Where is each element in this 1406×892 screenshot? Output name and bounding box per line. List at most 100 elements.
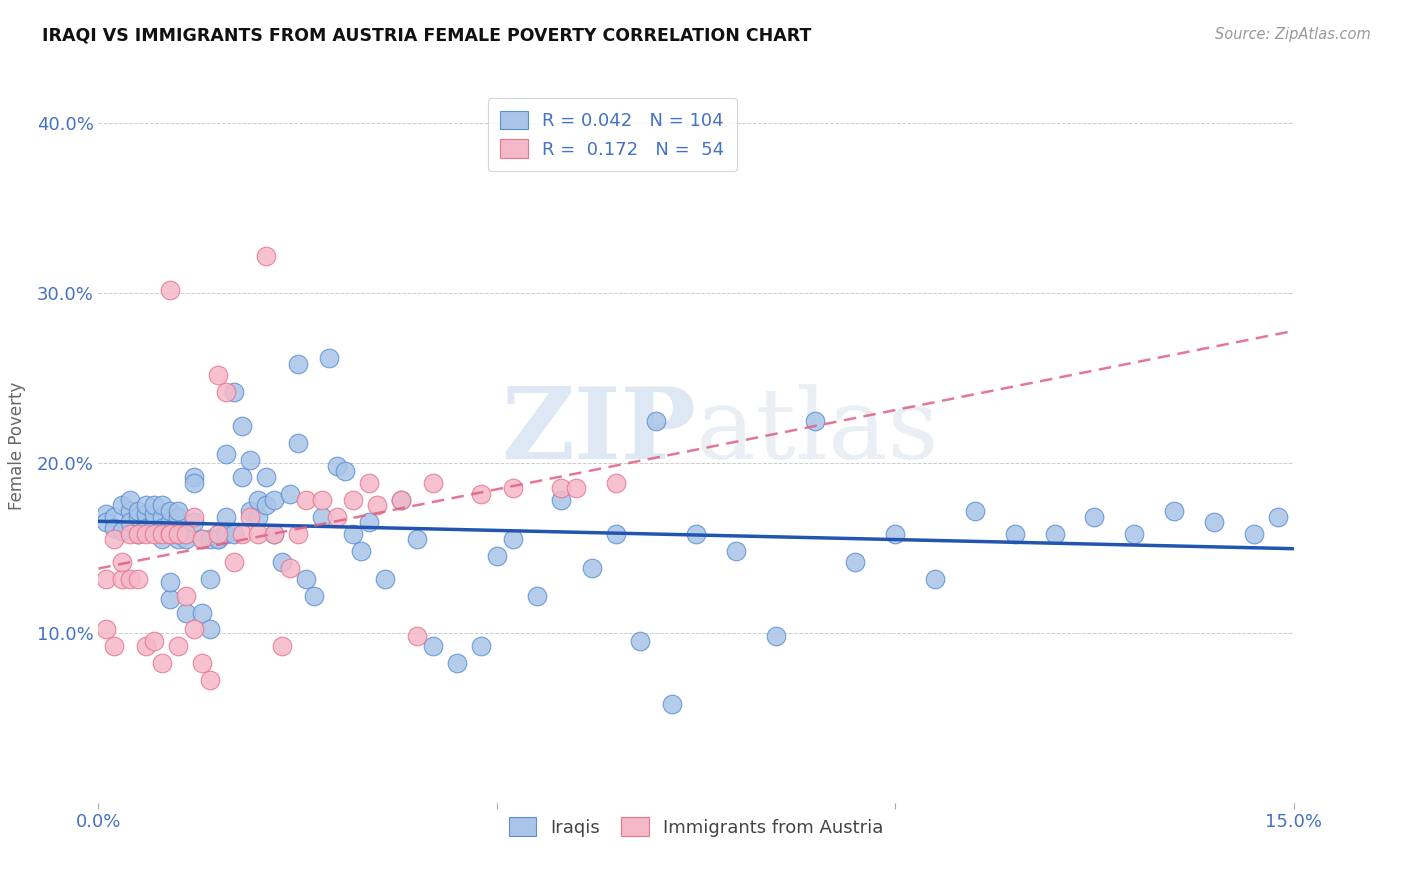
Point (246, 527, 269, 541)
Point (765, 629, 787, 643)
Point (278, 486, 301, 500)
Point (174, 533, 197, 547)
Point (215, 384, 238, 399)
Point (502, 533, 524, 547)
Point (183, 469, 205, 483)
Point (645, 413, 668, 427)
Point (685, 527, 707, 541)
Point (120, 493, 142, 508)
Point (502, 482, 524, 496)
Point (278, 561, 301, 575)
Point (263, 527, 285, 541)
Point (374, 572, 396, 586)
Point (159, 574, 181, 589)
Point (239, 510, 262, 524)
Point (1004, 527, 1026, 541)
Point (215, 510, 238, 524)
Point (135, 499, 157, 513)
Point (127, 572, 149, 586)
Point (246, 510, 269, 524)
Point (198, 533, 221, 547)
Point (406, 629, 429, 643)
Point (120, 527, 142, 541)
Point (207, 368, 229, 382)
Point (254, 469, 277, 483)
Point (135, 507, 157, 521)
Point (167, 527, 190, 541)
Point (1163, 503, 1185, 517)
Point (239, 503, 262, 517)
Point (191, 606, 214, 620)
Point (135, 527, 157, 541)
Point (143, 507, 166, 521)
Point (198, 673, 221, 688)
Point (342, 493, 364, 508)
Point (1267, 510, 1289, 524)
Text: IRAQI VS IMMIGRANTS FROM AUSTRIA FEMALE POVERTY CORRELATION CHART: IRAQI VS IMMIGRANTS FROM AUSTRIA FEMALE … (42, 27, 811, 45)
Point (150, 499, 173, 513)
Point (183, 516, 205, 530)
Point (96, 572, 118, 586)
Point (270, 555, 292, 569)
Point (215, 448, 238, 462)
Text: ZIP: ZIP (501, 384, 696, 480)
Point (366, 499, 388, 513)
Point (127, 503, 149, 517)
Point (565, 482, 588, 496)
Point (174, 589, 197, 603)
Point (605, 527, 627, 541)
Point (167, 510, 190, 524)
Point (326, 510, 349, 524)
Point (207, 527, 229, 541)
Point (1123, 527, 1146, 541)
Point (550, 482, 572, 496)
Point (167, 503, 190, 517)
Point (924, 572, 946, 586)
Point (143, 527, 166, 541)
Point (96, 507, 118, 521)
Point (96, 516, 118, 530)
Point (174, 606, 197, 620)
Point (581, 561, 603, 575)
Point (605, 476, 627, 491)
Point (1202, 516, 1225, 530)
Point (263, 493, 285, 508)
Point (350, 544, 373, 558)
Point (422, 476, 444, 491)
Point (96, 623, 118, 637)
Point (359, 476, 381, 491)
Point (143, 634, 166, 648)
Point (183, 476, 205, 491)
Point (103, 640, 125, 654)
Point (287, 358, 309, 372)
Point (103, 533, 125, 547)
Point (183, 623, 205, 637)
Point (120, 572, 142, 586)
Point (167, 533, 190, 547)
Point (191, 533, 214, 547)
Point (103, 520, 125, 534)
Point (239, 452, 262, 467)
Point (1043, 527, 1066, 541)
Point (174, 527, 197, 541)
Point (526, 589, 548, 603)
Legend: Iraqis, Immigrants from Austria: Iraqis, Immigrants from Austria (502, 810, 890, 844)
Point (111, 524, 134, 538)
Point (470, 640, 492, 654)
Point (724, 544, 747, 558)
Point (884, 527, 907, 541)
Point (254, 499, 277, 513)
Point (318, 351, 340, 365)
Point (111, 555, 134, 569)
Point (406, 533, 429, 547)
Point (311, 510, 333, 524)
Point (198, 623, 221, 637)
Point (550, 493, 572, 508)
Point (167, 527, 190, 541)
Point (215, 527, 238, 541)
Point (159, 527, 181, 541)
Point (231, 418, 253, 433)
Point (287, 527, 309, 541)
Point (120, 516, 142, 530)
Point (143, 516, 166, 530)
